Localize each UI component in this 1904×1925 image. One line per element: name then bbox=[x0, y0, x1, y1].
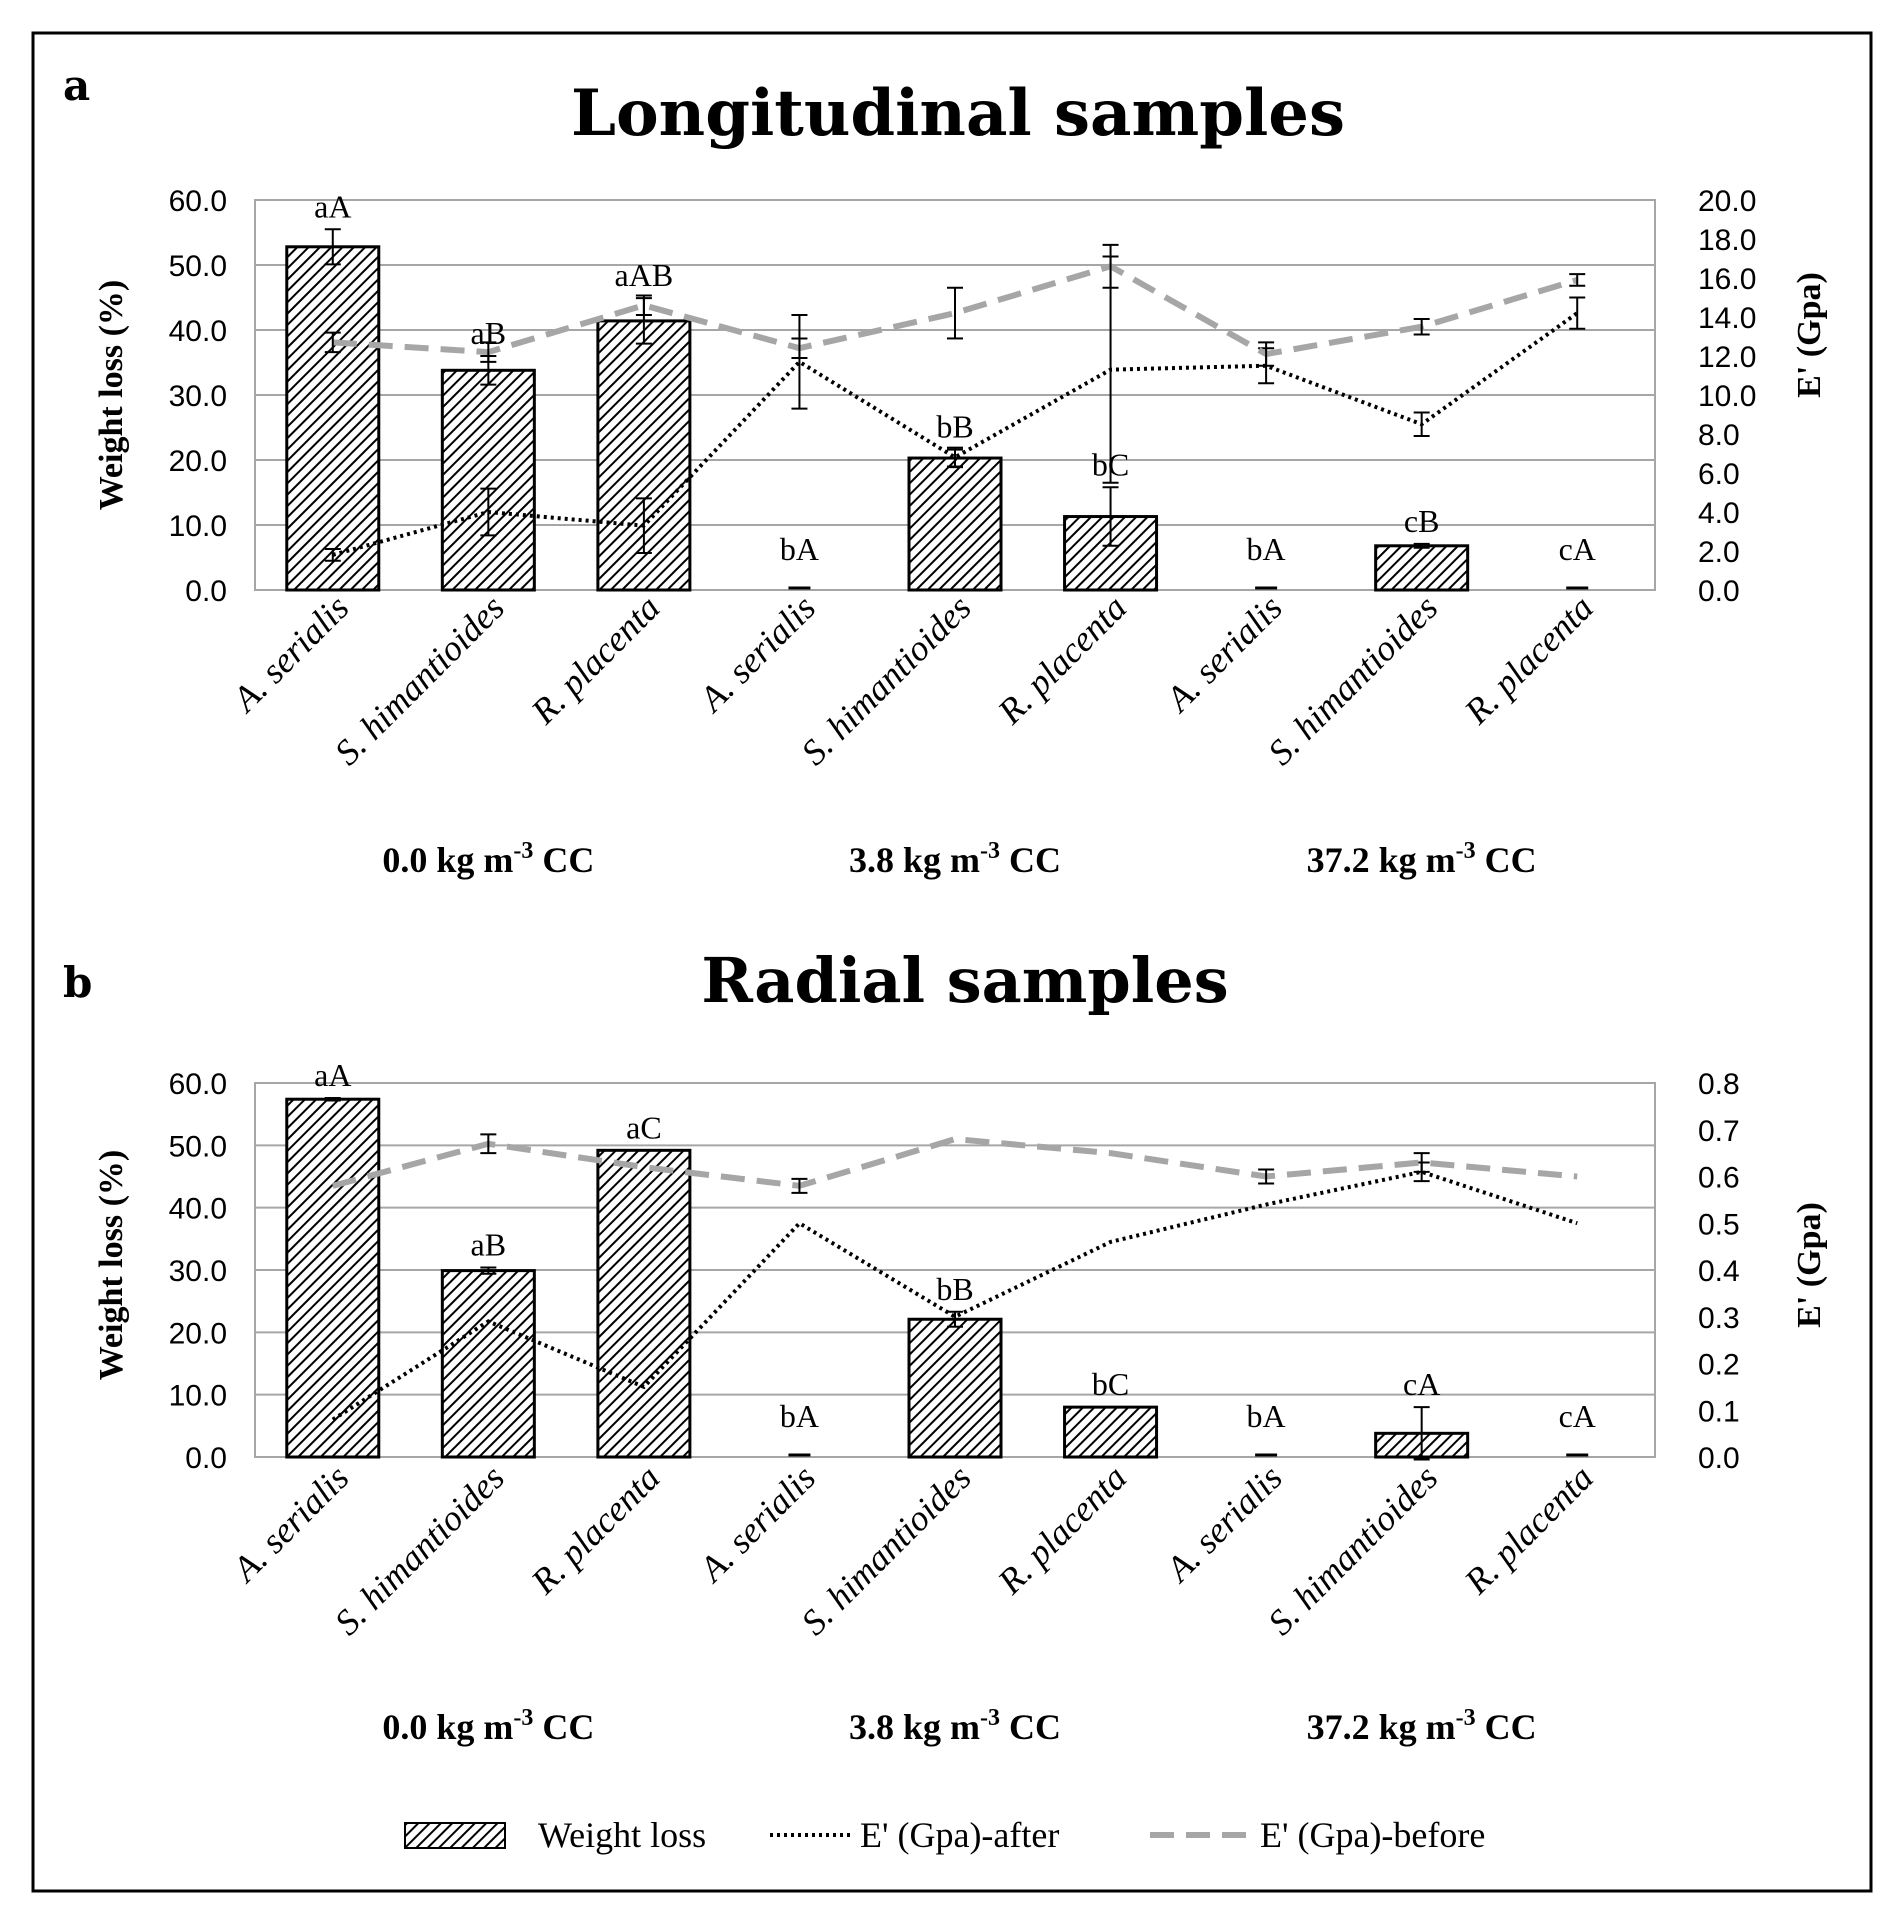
right-tick-label: 20.0 bbox=[1698, 185, 1756, 218]
legend-weight-loss-label: Weight loss bbox=[538, 1815, 706, 1855]
weight-loss-bar bbox=[285, 245, 381, 592]
right-tick-label: 0.5 bbox=[1698, 1208, 1740, 1241]
significance-letter: aAB bbox=[615, 257, 674, 293]
legend: Weight loss E' (Gpa)-after E' (Gpa)-befo… bbox=[404, 1815, 1485, 1855]
significance-letter: cA bbox=[1559, 531, 1596, 567]
after-series-line bbox=[332, 311, 1579, 557]
significance-letter: aB bbox=[471, 1227, 507, 1263]
left-tick-label: 40.0 bbox=[169, 315, 227, 348]
significance-letter: bB bbox=[936, 1271, 973, 1307]
right-tick-label: 0.7 bbox=[1698, 1115, 1740, 1148]
right-tick-label: 4.0 bbox=[1698, 497, 1740, 530]
right-tick-label: 14.0 bbox=[1698, 302, 1756, 335]
left-tick-label: 20.0 bbox=[169, 445, 227, 478]
significance-letter: bC bbox=[1092, 1366, 1129, 1402]
left-axis-title: Weight loss (%) bbox=[93, 280, 130, 510]
panel-label: a bbox=[63, 61, 90, 110]
left-tick-label: 50.0 bbox=[169, 250, 227, 283]
right-axis-title: E' (Gpa) bbox=[1791, 1202, 1828, 1328]
chart-title: Longitudinal samples bbox=[571, 76, 1345, 151]
legend-weight-loss-swatch bbox=[404, 1822, 506, 1849]
group-label: 3.8 kg m-3 CC bbox=[849, 838, 1061, 880]
right-tick-label: 0.0 bbox=[1698, 1442, 1740, 1475]
right-tick-label: 0.6 bbox=[1698, 1162, 1740, 1195]
weight-loss-bar bbox=[907, 456, 1003, 592]
right-axis-title: E' (Gpa) bbox=[1791, 272, 1828, 398]
right-tick-label: 12.0 bbox=[1698, 341, 1756, 374]
left-tick-label: 50.0 bbox=[169, 1130, 227, 1163]
group-label: 37.2 kg m-3 CC bbox=[1307, 838, 1537, 880]
weight-loss-bar bbox=[440, 1269, 536, 1459]
after-series-line bbox=[331, 1169, 1578, 1422]
significance-letter: aA bbox=[314, 188, 351, 224]
left-tick-label: 30.0 bbox=[169, 380, 227, 413]
chart-title: Radial samples bbox=[701, 944, 1228, 1017]
right-tick-label: 0.2 bbox=[1698, 1349, 1740, 1382]
right-tick-label: 6.0 bbox=[1698, 458, 1740, 491]
right-tick-label: 0.8 bbox=[1698, 1068, 1740, 1101]
legend-after-label: E' (Gpa)-after bbox=[860, 1815, 1059, 1855]
right-tick-label: 0.0 bbox=[1698, 575, 1740, 608]
right-tick-label: 0.3 bbox=[1698, 1302, 1740, 1335]
right-tick-label: 8.0 bbox=[1698, 419, 1740, 452]
left-tick-label: 60.0 bbox=[169, 1068, 227, 1101]
right-tick-label: 2.0 bbox=[1698, 536, 1740, 569]
weight-loss-bar bbox=[1374, 544, 1470, 592]
significance-letter: bA bbox=[1247, 1398, 1286, 1434]
weight-loss-bar bbox=[907, 1317, 1003, 1459]
significance-letter: cA bbox=[1403, 1366, 1440, 1402]
group-label: 0.0 kg m-3 CC bbox=[382, 838, 594, 880]
significance-letter: bB bbox=[936, 409, 973, 445]
significance-letter: bA bbox=[780, 531, 819, 567]
weight-loss-bar bbox=[440, 368, 536, 592]
significance-letter: bA bbox=[780, 1398, 819, 1434]
weight-loss-bar bbox=[1063, 1405, 1159, 1459]
significance-letter: aC bbox=[626, 1109, 662, 1145]
before-series-line bbox=[332, 263, 1579, 358]
left-tick-label: 0.0 bbox=[185, 1442, 227, 1475]
left-tick-label: 0.0 bbox=[185, 575, 227, 608]
right-tick-label: 16.0 bbox=[1698, 263, 1756, 296]
before-series-line bbox=[331, 1136, 1578, 1189]
panel-label: b bbox=[63, 958, 92, 1007]
group-label: 3.8 kg m-3 CC bbox=[849, 1705, 1061, 1747]
left-tick-label: 40.0 bbox=[169, 1193, 227, 1226]
left-tick-label: 10.0 bbox=[169, 510, 227, 543]
significance-letter: bA bbox=[1247, 531, 1286, 567]
significance-letter: aA bbox=[314, 1057, 351, 1093]
right-tick-label: 0.4 bbox=[1698, 1255, 1740, 1288]
left-tick-label: 60.0 bbox=[169, 185, 227, 218]
right-tick-label: 18.0 bbox=[1698, 224, 1756, 257]
weight-loss-bar bbox=[596, 1148, 692, 1459]
right-tick-label: 0.1 bbox=[1698, 1395, 1740, 1428]
legend-before-label: E' (Gpa)-before bbox=[1260, 1815, 1485, 1855]
significance-letter: cB bbox=[1404, 503, 1440, 539]
left-tick-label: 20.0 bbox=[169, 1317, 227, 1350]
significance-letter: cA bbox=[1559, 1398, 1596, 1434]
left-tick-label: 10.0 bbox=[169, 1380, 227, 1413]
left-tick-label: 30.0 bbox=[169, 1255, 227, 1288]
weight-loss-bar bbox=[285, 1097, 381, 1459]
right-tick-label: 10.0 bbox=[1698, 380, 1756, 413]
left-axis-title: Weight loss (%) bbox=[93, 1150, 130, 1380]
group-label: 0.0 kg m-3 CC bbox=[382, 1705, 594, 1747]
group-label: 37.2 kg m-3 CC bbox=[1307, 1705, 1537, 1747]
